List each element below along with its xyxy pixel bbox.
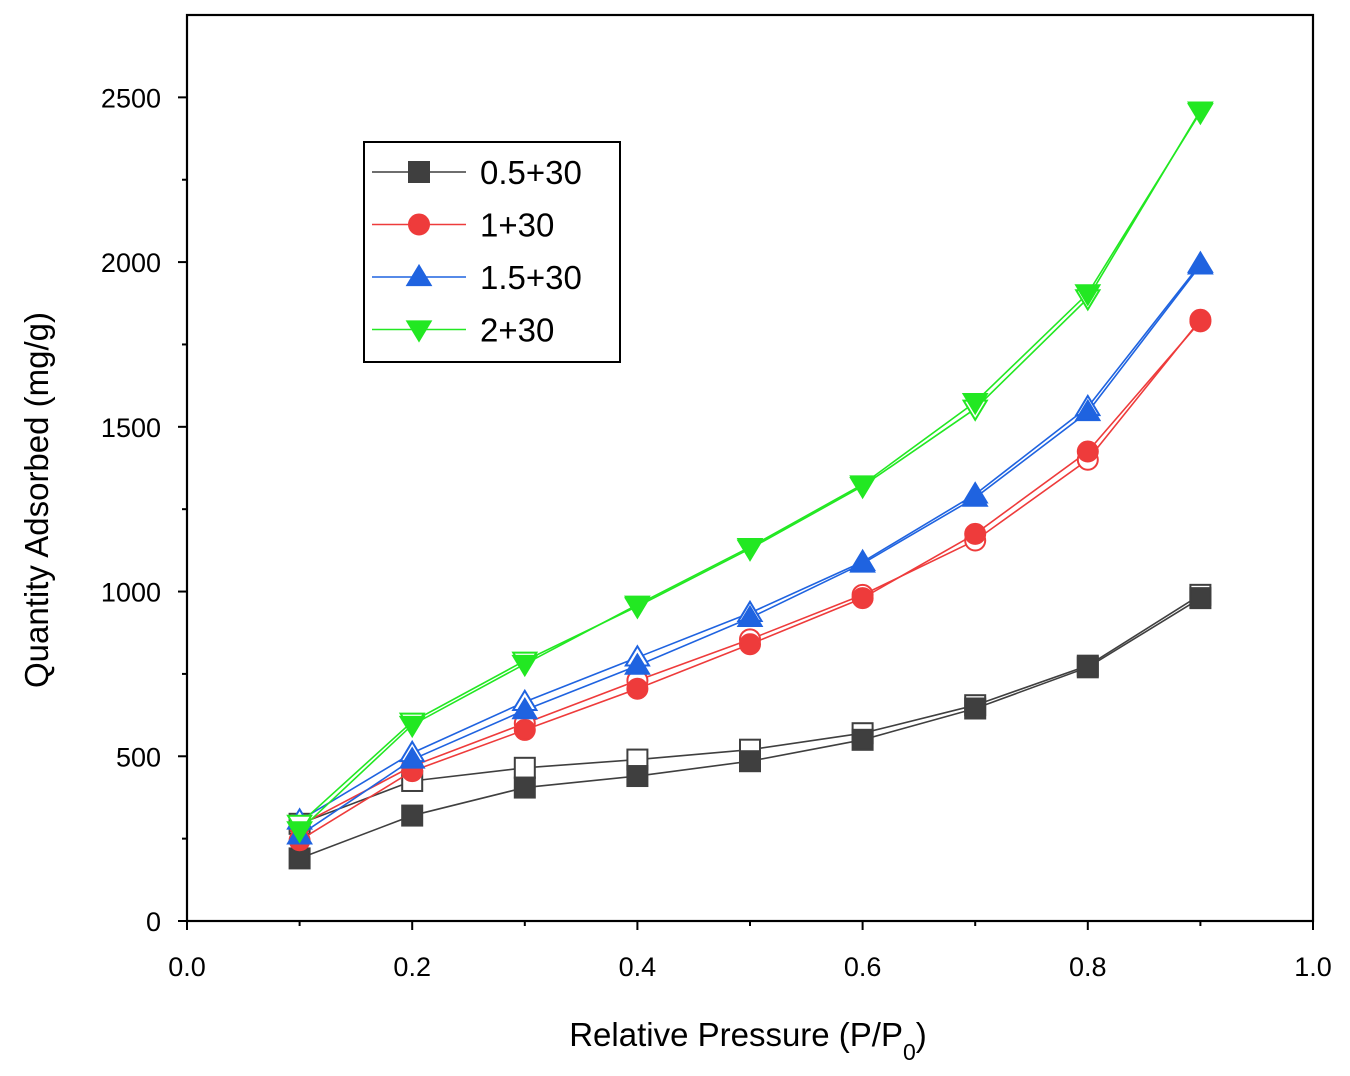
adsorption-point-2-30 (1074, 284, 1102, 307)
axes-layer: 0.0 0.2 0.4 0.6 0.8 1.0 0 500 1000 1500 2000 2500 (101, 13, 1332, 982)
legend-marker-1-30 (408, 213, 430, 236)
adsorption-point-2-30 (849, 475, 876, 498)
adsorption-point-1-30 (513, 718, 536, 741)
y-axis-title: Quantity Adsorbed (mg/g) (18, 312, 55, 688)
legend: 0.5+30 1+30 1.5+30 2+30 (363, 141, 621, 363)
adsorption-point-1-30 (851, 587, 874, 610)
legend-marker-0-5-30 (408, 161, 430, 183)
adsorption-point-1-30 (626, 677, 649, 700)
legend-label-1-30: 1+30 (480, 207, 554, 244)
y-tick-label: 1500 (101, 413, 161, 443)
adsorption-point-1-30 (739, 633, 761, 656)
y-tick-label: 1000 (101, 578, 161, 608)
adsorption-point-2-30 (624, 595, 651, 618)
adsorption-point-0-5-30 (1189, 587, 1212, 610)
adsorption-point-0-5-30 (401, 804, 424, 827)
legend-marker-2-30 (405, 320, 433, 343)
legend-marker-1-5-30 (405, 263, 433, 287)
legend-label-0-5-30: 0.5+30 (480, 154, 582, 191)
x-tick-label: 0.8 (1069, 952, 1107, 982)
series-2+30 (286, 101, 1214, 844)
adsorption-point-1-30 (1189, 310, 1212, 333)
adsorption-point-0-5-30 (851, 728, 874, 751)
adsorption-point-1-5-30 (961, 484, 989, 507)
y-tick-label: 500 (116, 742, 161, 772)
x-axis-title-subscript: 0 (903, 1039, 916, 1065)
adsorption-point-1-5-30 (1074, 398, 1102, 422)
adsorption-point-0-5-30 (739, 750, 761, 773)
adsorption-point-2-30 (961, 393, 989, 416)
desorption-point-0-5-30 (513, 756, 536, 779)
adsorption-point-1-5-30 (1187, 252, 1214, 275)
y-tick-label: 0 (146, 907, 161, 937)
series-0.5+30 (288, 583, 1212, 870)
adsorption-point-2-30 (736, 537, 764, 561)
legend-label-2-30: 2+30 (480, 312, 554, 349)
x-tick-label: 0.0 (168, 952, 206, 982)
x-axis-title-close: ) (916, 1016, 927, 1053)
adsorption-point-0-5-30 (964, 697, 987, 720)
y-tick-label: 2000 (101, 248, 161, 278)
x-tick-label: 0.2 (393, 952, 431, 982)
series-1.5+30 (286, 250, 1214, 845)
adsorption-point-1-5-30 (398, 746, 426, 769)
adsorption-point-1-5-30 (511, 697, 539, 720)
adsorption-point-2-30 (511, 654, 539, 678)
y-tick-label: 2500 (101, 83, 161, 113)
adsorption-point-1-30 (964, 522, 987, 545)
x-tick-label: 0.6 (844, 952, 882, 982)
adsorption-point-2-30 (286, 821, 313, 844)
adsorption-point-1-5-30 (736, 604, 764, 628)
x-axis-title-main: Relative Pressure (P/P (569, 1016, 903, 1053)
adsorption-point-1-30 (1076, 440, 1099, 463)
adsorption-point-2-30 (398, 715, 426, 739)
series-layer (286, 101, 1214, 870)
plot-frame (185, 13, 1315, 923)
legend-label-1-5-30: 1.5+30 (480, 259, 582, 296)
x-axis-title: Relative Pressure (P/P0) (569, 1016, 927, 1065)
adsorption-point-1-5-30 (624, 652, 651, 675)
adsorption-point-0-5-30 (288, 847, 311, 870)
adsorption-point-0-5-30 (513, 776, 536, 799)
legend-box (363, 141, 621, 363)
adsorption-point-0-5-30 (626, 765, 649, 788)
adsorption-point-0-5-30 (1076, 656, 1099, 679)
adsorption-point-2-30 (1187, 103, 1214, 126)
adsorption-point-1-5-30 (849, 550, 876, 573)
x-tick-label: 1.0 (1294, 952, 1332, 982)
x-tick-label: 0.4 (619, 952, 657, 982)
